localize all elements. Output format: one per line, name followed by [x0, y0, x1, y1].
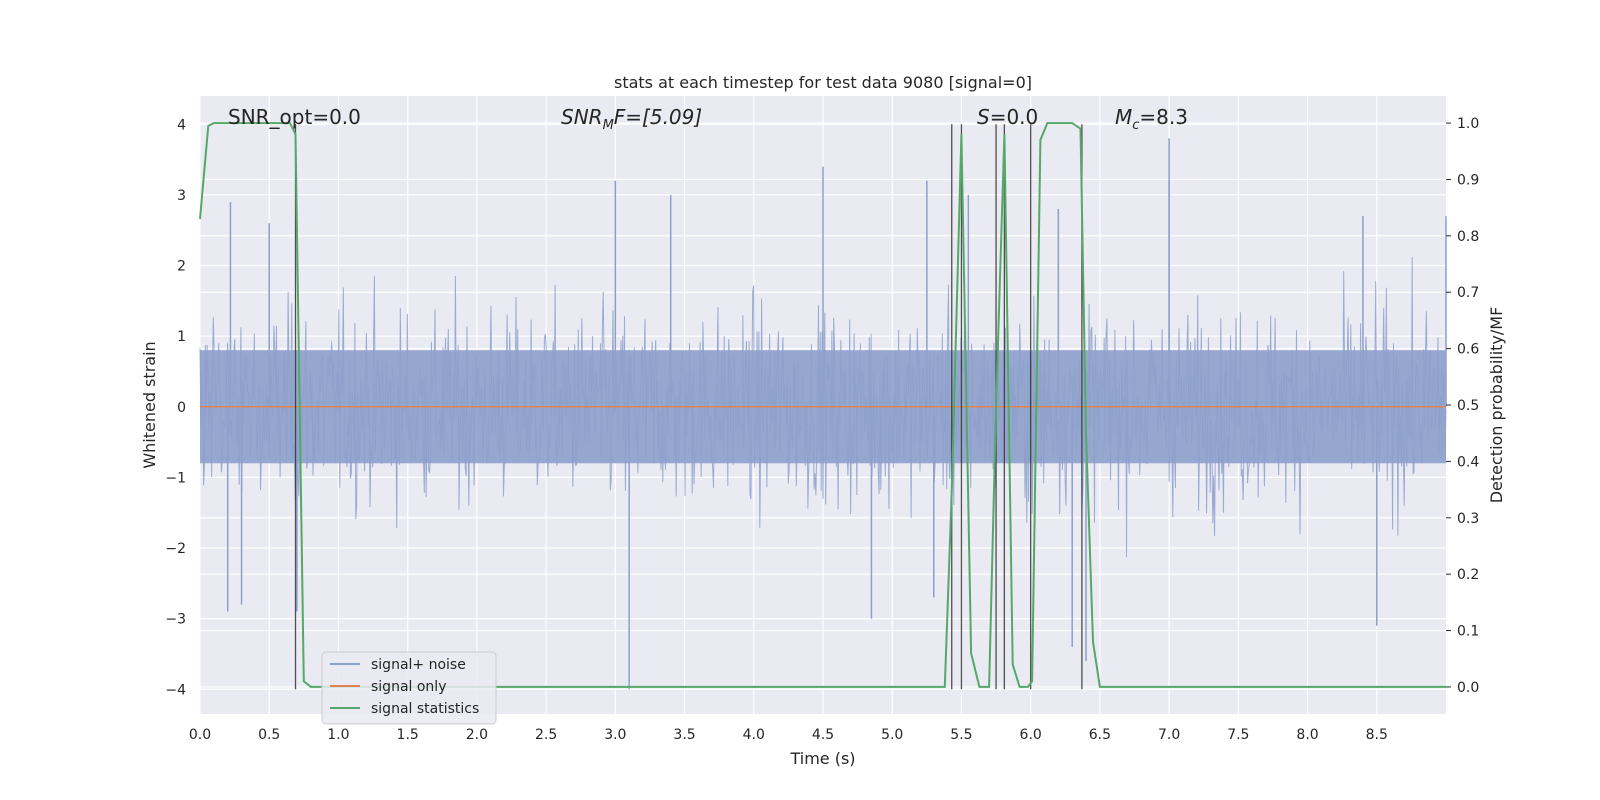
annotation-mc-sub: c [1132, 118, 1139, 133]
legend-label-stats: signal statistics [371, 701, 479, 717]
x-tick-label: 2.0 [466, 727, 488, 743]
y-axis-right-label: Detection probability/MF [1487, 307, 1506, 504]
x-tick-label: 3.5 [673, 727, 695, 743]
x-tick-label: 0.5 [258, 727, 280, 743]
signal-statistics-line [199, 122, 1446, 688]
legend-box [321, 651, 497, 725]
legend: signal+ noise signal only signal statist… [321, 651, 497, 725]
x-tick-label: 7.0 [1158, 727, 1180, 743]
y-right-tick-label: 0.1 [1457, 624, 1479, 640]
legend-label-noise: signal+ noise [371, 657, 466, 673]
annotation-mc-rest: =8.3 [1139, 105, 1188, 129]
stats-series [199, 122, 1446, 688]
y-right-tick-label: 0.2 [1457, 567, 1479, 583]
y-left-tick-label: −1 [165, 470, 186, 486]
annotation-snr-mf: SNRMF=[5.09] [561, 105, 702, 133]
y-left-tick-label: −3 [165, 612, 186, 628]
y-right-tick-label: 0.0 [1457, 680, 1479, 696]
x-tick-label: 4.5 [812, 727, 834, 743]
y-axis-left-label: Whitened strain [140, 341, 159, 468]
x-tick-label: 7.5 [1227, 727, 1249, 743]
y-left-tick-label: 1 [177, 329, 186, 345]
annotation-s-rest: =0.0 [990, 105, 1039, 129]
y-right-tick-label: 0.7 [1457, 285, 1479, 301]
x-tick-label: 0.0 [189, 727, 211, 743]
annotation-s: S=0.0 [977, 105, 1038, 129]
y-left-tick-label: 2 [177, 259, 186, 275]
x-tick-label: 2.5 [535, 727, 557, 743]
y-right-tick-label: 0.5 [1457, 398, 1479, 414]
chart-title: stats at each timestep for test data 908… [614, 73, 1032, 92]
annotation-mc-main: M [1115, 105, 1132, 129]
x-tick-label: 4.0 [743, 727, 765, 743]
x-tick-label: 5.0 [881, 727, 903, 743]
y-left-tick-label: −2 [165, 541, 186, 557]
y-right-tick-label: 0.3 [1457, 511, 1479, 527]
x-tick-label: 8.0 [1296, 727, 1318, 743]
y-right-tick-label: 1.0 [1457, 116, 1479, 132]
x-tick-label: 8.5 [1366, 727, 1388, 743]
x-tick-label: 6.0 [1020, 727, 1042, 743]
y-right-tick-label: 0.4 [1457, 454, 1479, 470]
annotation-snr-mf-main: SNR [561, 105, 603, 129]
annotation-snr-mf-rest: F=[5.09] [614, 105, 702, 129]
y-right-tick-labels: 1.0 0.9 0.8 0.7 0.6 0.5 0.4 0.3 0.2 0.1 0.0 [1446, 116, 1479, 696]
x-tick-label: 1.5 [397, 727, 419, 743]
x-axis-label: Time (s) [789, 749, 855, 768]
y-right-tick-label: 0.8 [1457, 229, 1479, 245]
y-left-tick-label: 3 [177, 188, 186, 204]
x-tick-labels: 0.0 0.5 1.0 1.5 2.0 2.5 3.0 3.5 4.0 4.5 5.0 5.5 6.0 6… [189, 727, 1388, 743]
y-left-tick-label: −4 [165, 682, 186, 698]
legend-label-signal: signal only [371, 679, 446, 695]
annotation-mc: Mc=8.3 [1115, 105, 1188, 133]
x-tick-label: 5.5 [950, 727, 972, 743]
y-left-tick-labels: 4 3 2 1 0 −1 −2 −3 −4 [165, 117, 186, 698]
annotation-snr-opt: SNR_opt=0.0 [228, 105, 361, 129]
y-right-tick-label: 0.9 [1457, 172, 1479, 188]
y-right-tick-label: 0.6 [1457, 342, 1479, 358]
x-tick-label: 6.5 [1089, 727, 1111, 743]
annotation-snr-mf-sub: M [603, 118, 614, 133]
x-tick-label: 3.0 [604, 727, 626, 743]
annotation-s-main: S [977, 105, 990, 129]
x-tick-label: 1.0 [327, 727, 349, 743]
y-left-tick-label: 0 [177, 400, 186, 416]
y-left-tick-label: 4 [177, 117, 186, 133]
